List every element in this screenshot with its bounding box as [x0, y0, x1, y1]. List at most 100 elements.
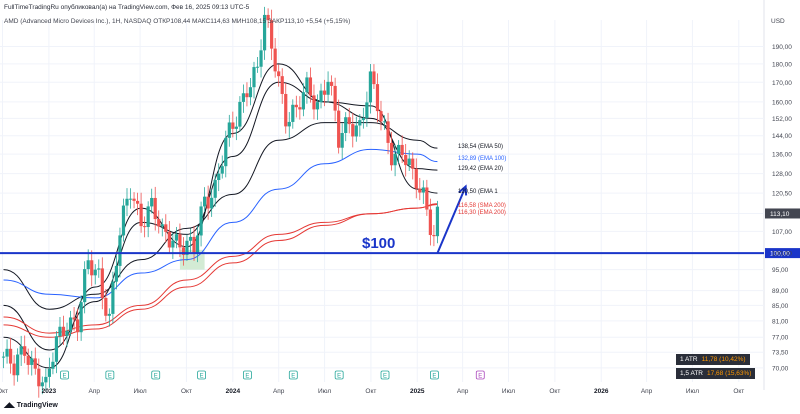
candle-body [51, 361, 55, 369]
y-tick-label: 70,00 [772, 365, 789, 372]
candle-body [185, 240, 189, 255]
candle-body [16, 354, 20, 376]
earnings-marker-label: E [200, 373, 204, 379]
y-tick-label: 100,00 [772, 251, 792, 258]
candle-body [188, 236, 193, 241]
candle-body [326, 81, 330, 95]
candle-body [203, 196, 207, 207]
candle-body [389, 142, 394, 166]
x-tick-label: Апр [273, 388, 285, 395]
candle-body [407, 158, 411, 166]
x-tick-label: Июл [686, 388, 699, 395]
ma-line [3, 63, 438, 369]
grid [0, 0, 765, 390]
earnings-marker-label: E [154, 373, 158, 379]
x-tick-label: Апр [457, 388, 469, 395]
y-axis[interactable]: 190,00 180,00 170,00 160,00 152,00 144,00 136,… [765, 44, 800, 372]
candle-body [421, 187, 425, 193]
x-tick-label: Апр [88, 388, 100, 395]
annotation-text: $100 [362, 235, 395, 252]
candle-body [301, 92, 305, 110]
candles [1, 6, 440, 398]
symbol-info: AMD (Advanced Micro Devices Inc.), 1Н, N… [4, 18, 350, 25]
candle-body [404, 154, 408, 166]
ma-label: 120,50 (EMA 1 [458, 189, 498, 195]
candle-body [143, 226, 147, 228]
y-tick-label: 85,00 [772, 303, 789, 310]
earnings-marker [288, 370, 298, 380]
ma-labels: 138,54 (EMA 50) 132,89 (EMA 100) 129,42 (E… [458, 144, 506, 216]
candle-body [93, 269, 97, 276]
candle-body [241, 93, 246, 102]
ma-line [3, 81, 438, 351]
ma-label: 129,42 (EMA 20) [458, 166, 503, 172]
candle-body [337, 110, 341, 148]
earnings-marker-label: E [337, 373, 341, 379]
earnings-marker-label: E [62, 373, 66, 379]
candle-body [432, 235, 436, 237]
earnings-marker [243, 370, 252, 380]
candle-body [26, 355, 30, 365]
candle-body [33, 358, 37, 369]
earnings-marker [60, 370, 69, 380]
candle-body [164, 224, 168, 232]
candle-body [86, 260, 90, 270]
ma-label: 132,89 (EMA 100) [458, 156, 506, 162]
atr-row-1-value: 11,78 (10,42%) [701, 356, 746, 363]
x-tick-label: Окт [0, 388, 8, 395]
candle-body [368, 71, 373, 103]
candle-body [217, 173, 221, 181]
ma-line [3, 203, 438, 334]
candle-body [354, 125, 358, 137]
earnings-marker-label: E [245, 373, 249, 379]
candle-body [372, 71, 376, 85]
candle-body [347, 117, 351, 125]
candle-body [150, 197, 154, 207]
earnings-marker [380, 370, 390, 380]
x-tick-label: Апр [641, 388, 653, 395]
candle-body [270, 20, 274, 49]
candle-body [291, 104, 295, 122]
candle-body [12, 363, 16, 376]
x-tick-label: Окт [549, 388, 560, 395]
y-tick-label: 160,00 [772, 99, 792, 106]
y-tick-label: 89,00 [772, 288, 789, 295]
candle-body [68, 317, 73, 331]
low-label: МИН [231, 18, 247, 25]
arrow[interactable] [436, 184, 468, 254]
candle-body [400, 144, 404, 155]
y-tick-label: 81,00 [772, 318, 789, 325]
y-tick-label: 73,50 [772, 350, 789, 357]
candle-body [252, 67, 256, 88]
x-tick-label: 2024 [226, 388, 241, 395]
horizontal-line[interactable]: 100,00 [0, 248, 800, 259]
candle-body [224, 137, 228, 167]
candle-body [1, 356, 6, 358]
candle-body [210, 197, 214, 209]
candle-body [305, 77, 309, 93]
symbol-name: AMD (Advanced Micro Devices Inc.), 1Н, N… [4, 18, 152, 25]
candle-body [128, 198, 133, 200]
candle-body [23, 346, 27, 356]
close-value: 113,10 [284, 18, 304, 25]
ma-label: 116,58 (SMA 200) [458, 203, 506, 209]
candle-body [375, 84, 380, 112]
candle-body [54, 336, 59, 362]
ma-label: 138,54 (EMA 50) [458, 144, 503, 150]
candle-body [139, 203, 143, 227]
level-price-label: 100,00 [770, 251, 790, 258]
candle-body [104, 297, 108, 316]
candle-body [425, 187, 429, 210]
candle-body [118, 235, 122, 266]
x-axis[interactable]: Окт 2023 Апр Июл Окт 2024 Апр Июл Окт 2025 Апр Июл О… [0, 388, 744, 395]
tradingview-logo[interactable]: ◢◣ TradingView [4, 401, 58, 409]
x-tick-label: 2026 [594, 388, 609, 395]
candle-body [379, 111, 383, 122]
candle-body [44, 376, 48, 383]
candle-body [8, 348, 13, 364]
candle-body [277, 71, 281, 77]
level-price-tag [765, 248, 800, 259]
candle-body [245, 93, 249, 98]
candle-body [37, 368, 41, 387]
